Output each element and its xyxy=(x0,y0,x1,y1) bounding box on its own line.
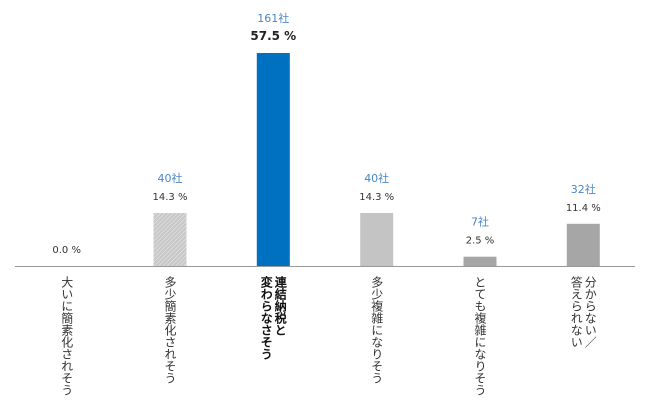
value-label-4: 14.3 % xyxy=(359,192,394,203)
bar-2 xyxy=(153,213,187,266)
bar-5 xyxy=(463,256,497,266)
value-label-1: 0.0 % xyxy=(52,245,81,256)
category-label-1: 大いに簡素化されそう xyxy=(60,276,74,396)
category-label-5: とても複雑になりそう xyxy=(473,276,487,396)
category-label-3-line-1: 連結納税と xyxy=(273,275,287,336)
value-label-5: 2.5 % xyxy=(466,236,495,247)
count-label-5: 7社 xyxy=(471,215,489,229)
count-label-6: 32社 xyxy=(571,182,596,196)
value-label-6: 11.4 % xyxy=(566,203,601,214)
bar-3 xyxy=(256,53,290,266)
category-label-2: 多少簡素化されそう xyxy=(163,276,177,384)
count-label-3: 161社 xyxy=(257,11,289,25)
count-label-4: 40社 xyxy=(364,171,389,185)
category-label-3-line-2: 変わらなさそう xyxy=(259,275,273,360)
value-label-3: 57.5 % xyxy=(250,29,296,43)
category-label-6-line-1: 分からない／ xyxy=(583,276,597,348)
count-label-2: 40社 xyxy=(158,171,183,185)
bar-4 xyxy=(360,213,394,266)
value-label-2: 14.3 % xyxy=(153,192,188,203)
bar-6 xyxy=(566,223,600,266)
category-label-6-line-2: 答えられない xyxy=(569,275,583,348)
category-label-4: 多少複雑になりそう xyxy=(370,276,384,384)
